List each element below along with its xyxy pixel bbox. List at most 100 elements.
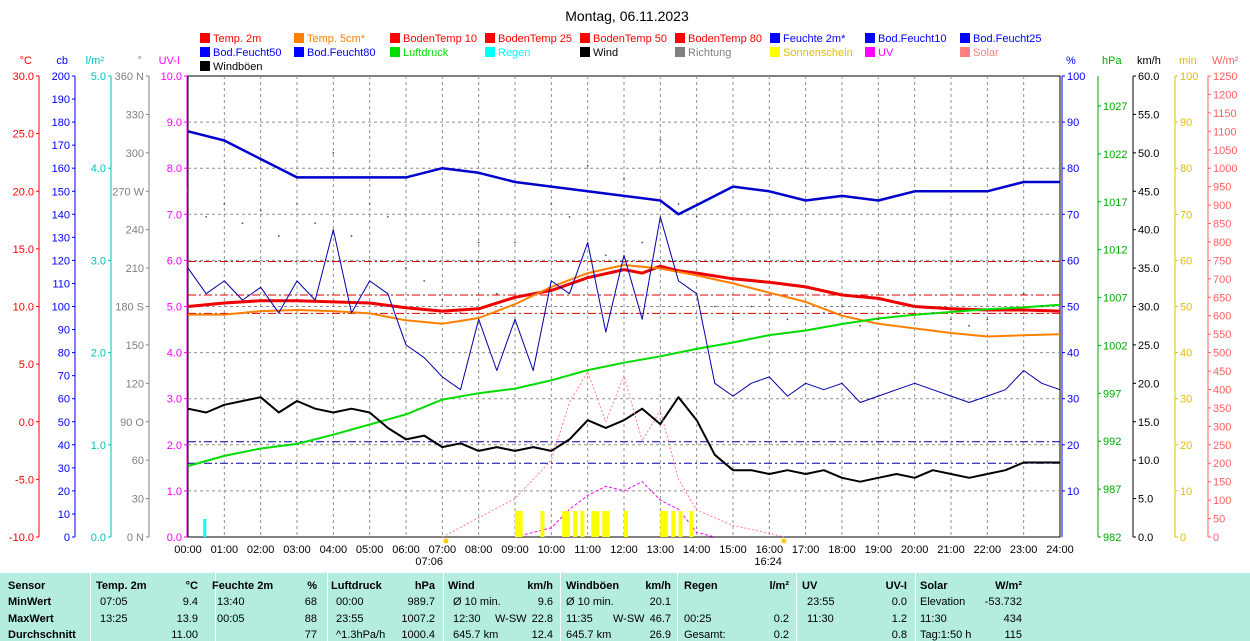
summary-cell: 9.4 [182,596,198,608]
direction-dot [241,222,244,225]
axis-tick-label: 160 [52,163,70,175]
legend-label: Bod.Feucht25 [973,33,1042,45]
axis-tick-label: 90 [1180,117,1192,129]
axis-tick-label: 50 [58,417,70,429]
summary-header: UV [802,580,818,592]
axis-tick-label: 2.0 [91,348,106,360]
axis-tick-label: 30 [1067,394,1079,406]
axis-unit-right: hPa [1102,55,1122,67]
direction-dot [732,318,734,321]
axis-unit-left: °C [20,55,32,67]
legend-label: BodenTemp 50 [593,33,667,45]
axis-tick-label: 850 [1213,219,1231,231]
direction-dot [877,318,880,321]
summary-cell: Tag:1:50 h [920,629,972,641]
axis-tick-label: 4.0 [91,163,106,175]
sunshine-bar [602,511,607,537]
axis-tick-label: 250 [1213,440,1231,452]
sunshine-bar [678,511,683,537]
axis-tick-label: 80 [1067,163,1079,175]
axis-tick-label: 8.0 [167,163,182,175]
direction-dot [350,235,353,237]
axis-tick-label: 30.0 [1138,302,1159,314]
axis-tick-label: 270 W [112,186,144,198]
direction-dot [931,312,934,314]
axis-tick-label: 3.0 [167,394,182,406]
summary-header-unit: l/m² [769,580,789,592]
weather-chart: Montag, 06.11.2023 Temp. 2m Temp. 5cm* Bod… [9,8,1239,568]
legend-swatch [485,33,495,43]
axis-tick-label: 70 [1180,209,1192,221]
summary-cell: 23:55 [807,596,835,608]
direction-dot [841,305,843,308]
summary-cell: Ø 10 min. [566,596,614,608]
axis-tick-label: 80 [58,348,70,360]
summary-cell: 434 [1003,613,1022,625]
axis-tick-label: 150 [52,186,70,198]
axis-tick-label: 15.0 [1138,417,1159,429]
axis-tick-label: 0.0 [1138,532,1153,544]
summary-header-unit: km/h [645,580,671,592]
x-tick-label: 10:00 [538,544,566,556]
legend-label: Solar [973,47,999,59]
axis-tick-label: 20 [1180,440,1192,452]
direction-dot [804,305,807,308]
axis-tick-label: 190 [52,94,70,106]
axis-tick-label: 100 [1067,71,1085,83]
axis-tick-label: 200 [52,71,70,83]
axis-tick-label: 330 [126,109,144,121]
direction-dot [1059,312,1061,314]
legend-label: Bod.Feucht50 [213,47,282,59]
direction-dot [568,215,571,218]
summary-header: Wind [448,580,475,592]
x-tick-label: 00:00 [174,544,202,556]
sunshine-bar [565,511,570,537]
summary-header-unit: W/m² [995,580,1022,592]
summary-header: Luftdruck [331,580,382,592]
axis-tick-label: 997 [1103,388,1121,400]
direction-dot [550,203,553,205]
summary-header-unit: km/h [527,580,553,592]
axis-tick-label: 100 [1180,71,1198,83]
direction-dot [187,190,189,193]
x-tick-label: 11:00 [574,544,601,556]
axis-tick-label: 90 [58,325,70,337]
sunshine-bar [660,511,665,537]
summary-header: Solar [920,580,948,592]
summary-cell: Gesamt: [684,629,726,641]
direction-dot [968,324,971,327]
x-tick-label: 18:00 [828,544,856,556]
legend-label: Temp. 5cm* [307,33,366,45]
summary-cell: 00:25 [684,613,712,625]
axis-tick-label: 140 [52,209,70,221]
axis-tick-label: 5.0 [91,71,106,83]
x-tick-label: 16:00 [756,544,784,556]
legend-label: Bod.Feucht80 [307,47,376,59]
axis-unit-left: l/m² [86,55,105,67]
legend-swatch [200,33,210,43]
direction-dot [277,235,280,237]
axis-tick-label: 1017 [1103,197,1127,209]
sunshine-bar [515,511,519,537]
x-tick-label: 24:00 [1046,544,1074,556]
axis-tick-label: 110 [52,278,70,290]
direction-dot [514,241,516,244]
summary-header: Feuchte 2m [212,580,274,592]
legend-swatch [294,33,304,43]
legend-swatch [865,33,875,43]
summary-row-label: Durchschnitt [8,629,76,641]
axis-tick-label: -5.0 [15,474,34,486]
direction-dot [822,312,825,314]
x-tick-label: 07:00 [429,544,457,556]
summary-divider [215,573,216,641]
summary-cell: 989.7 [407,596,435,608]
series-line [187,264,1061,313]
axis-tick-label: 300 [1213,421,1231,433]
summary-cell: 46.7 [649,613,671,625]
summary-cell: 12.4 [531,629,553,641]
legend-swatch [390,33,400,43]
summary-cell: 11:30 [920,613,947,625]
x-tick-label: 13:00 [647,544,675,556]
direction-dot [677,203,680,205]
summary-divider [915,573,916,641]
